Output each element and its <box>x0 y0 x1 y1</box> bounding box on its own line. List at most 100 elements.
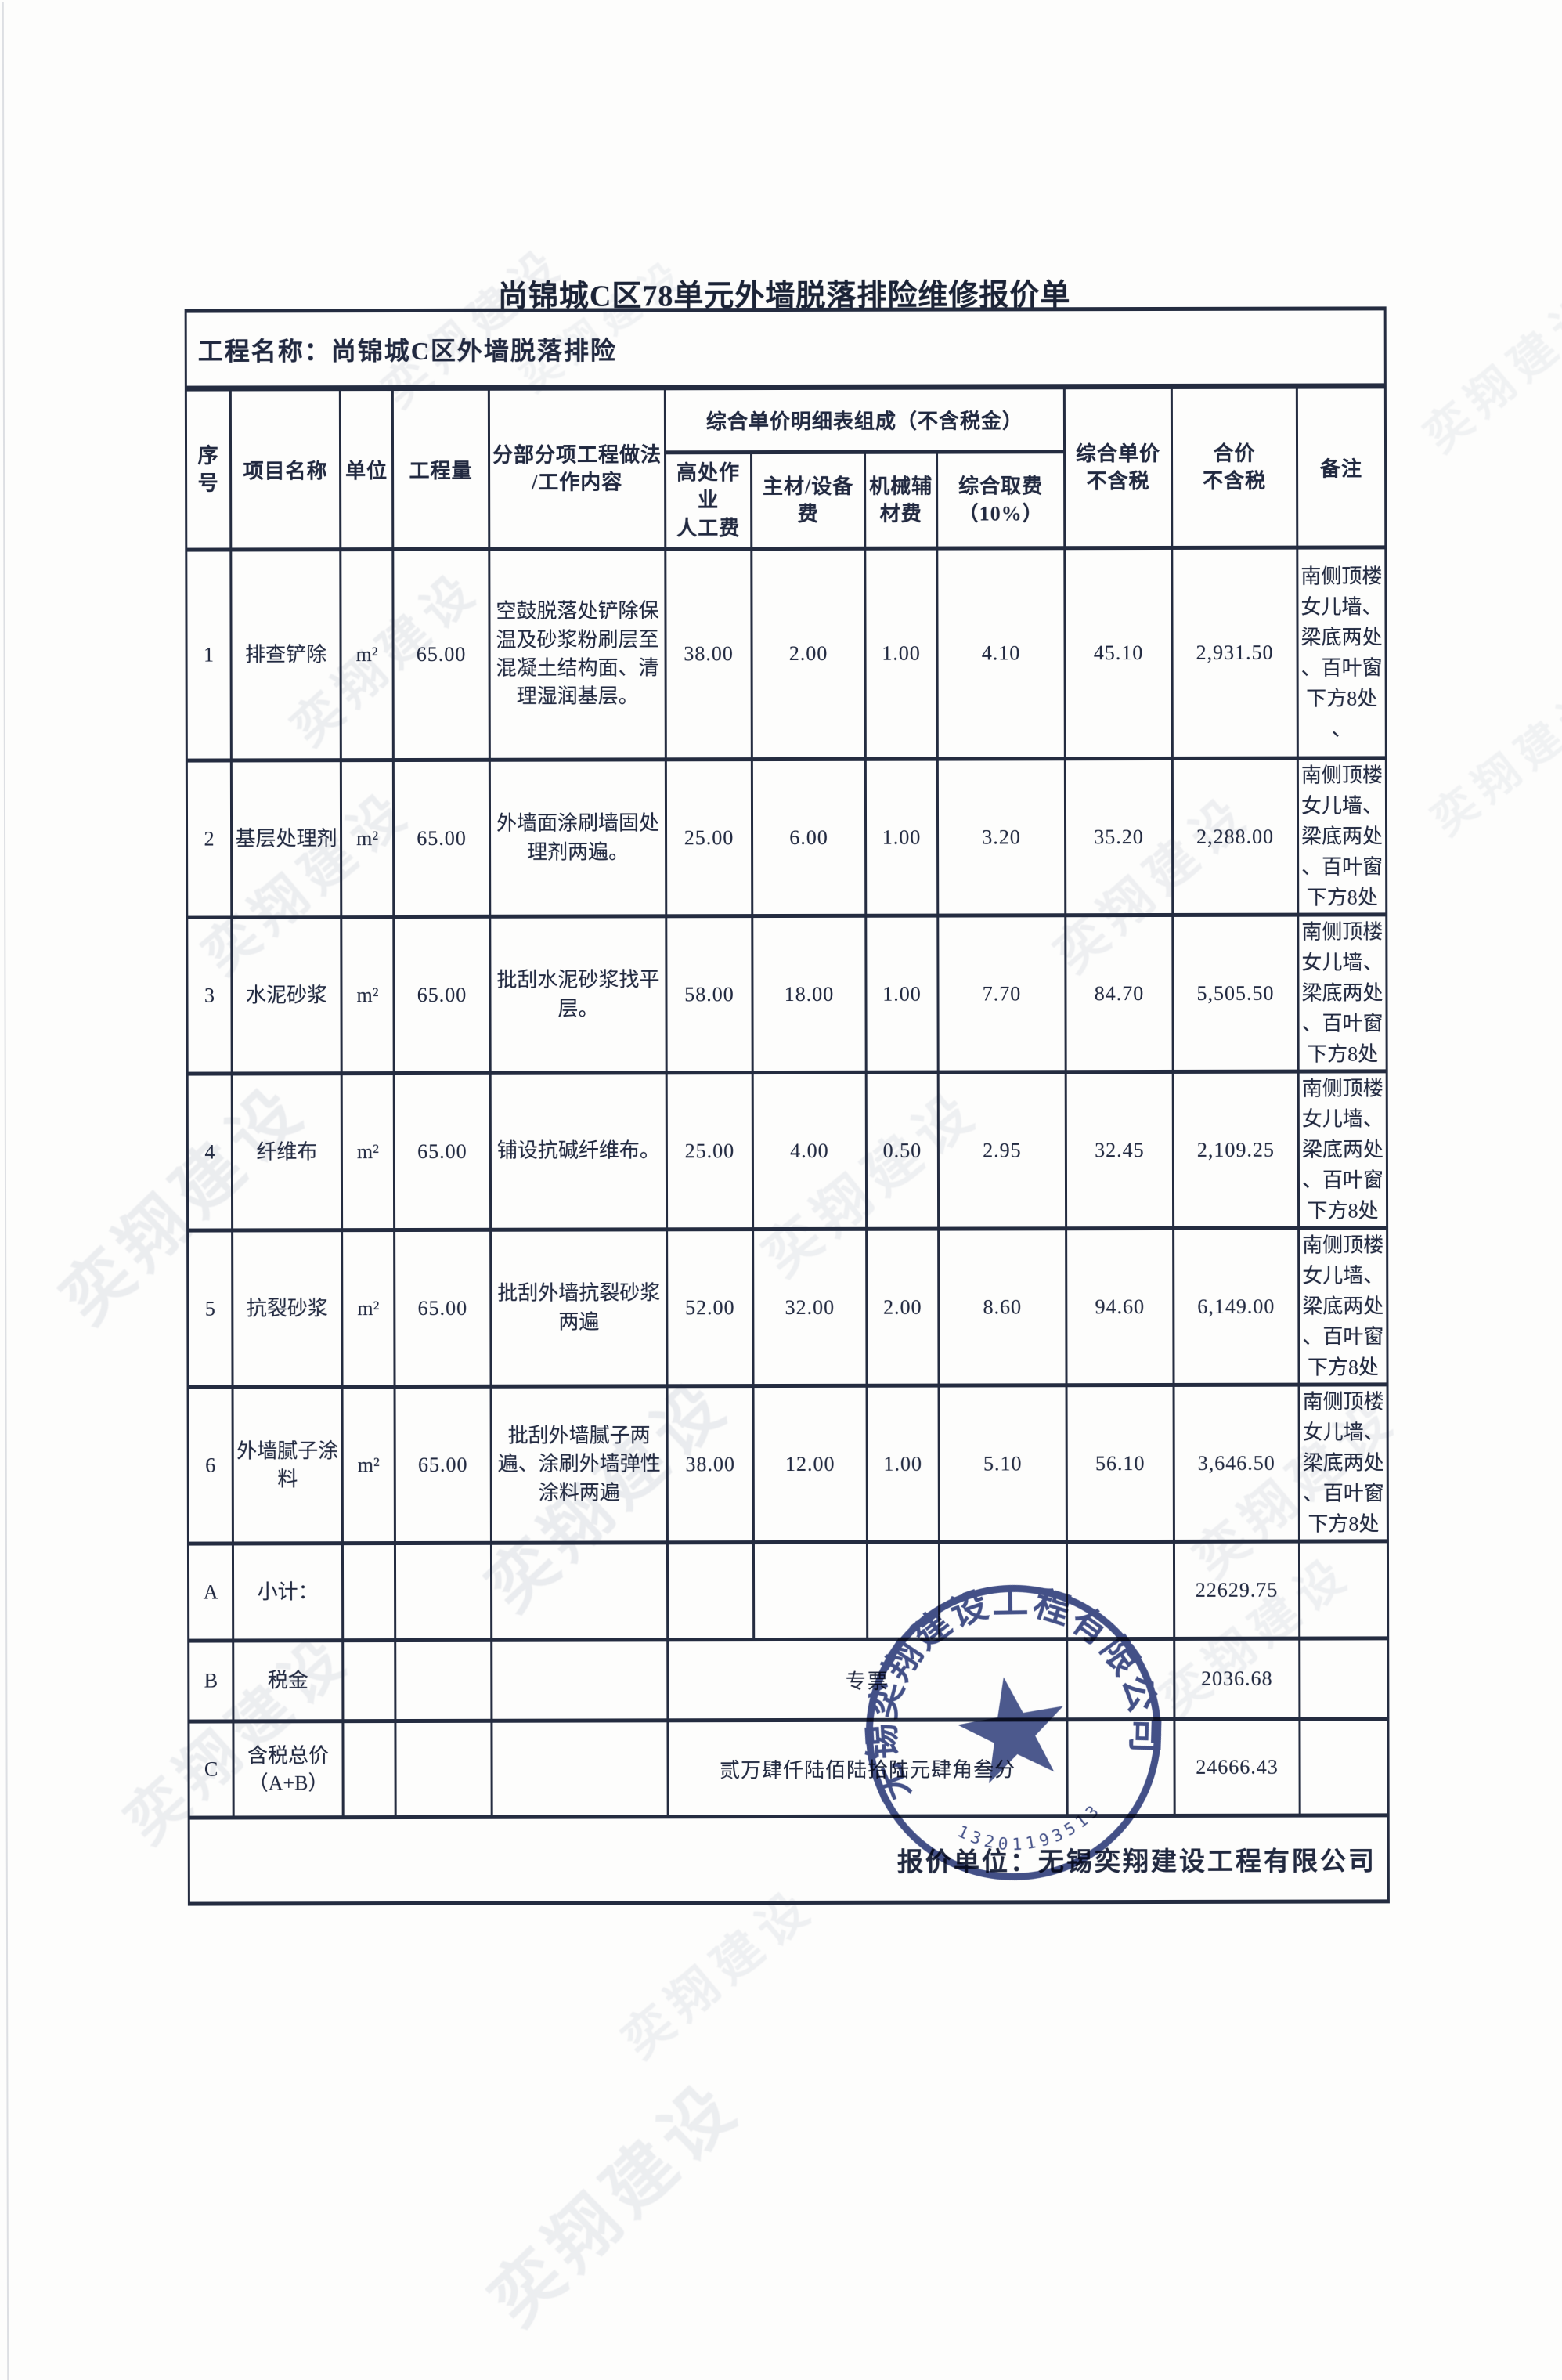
fee-cell: 7.70 <box>937 915 1066 1073</box>
method-cell: 空鼓脱落处铲除保温及砂浆粉刷层至混凝土结构面、清理湿润基层。 <box>489 548 666 760</box>
method-cell: 批刮水泥砂浆找平层。 <box>489 916 667 1074</box>
unit-price-cell: 32.45 <box>1066 1071 1174 1229</box>
labor-cell: 58.00 <box>666 916 753 1073</box>
serial-cell: A <box>188 1543 233 1641</box>
material-cell: 6.00 <box>752 759 866 916</box>
labor-cell: 25.00 <box>666 759 752 916</box>
machine-cell: 1.00 <box>865 759 938 916</box>
table-row: 5 抗裂砂浆 m² 65.00 批刮外墙抗裂砂浆两遍 52.00 32.00 2… <box>187 1227 1388 1388</box>
quote-unit-row: 报价单位：无锡奕翔建设工程有限公司 <box>189 1815 1389 1905</box>
empty-cell <box>1066 1638 1174 1720</box>
quantity-cell: 65.00 <box>394 1230 492 1387</box>
item-cell: 抗裂砂浆 <box>232 1230 343 1387</box>
unit-cell: m² <box>340 549 394 760</box>
empty-cell <box>395 1721 492 1818</box>
table-row: 2 基层处理剂 m² 65.00 外墙面涂刷墙固处理剂两遍。 25.00 6.0… <box>186 757 1387 918</box>
table-row: 4 纤维布 m² 65.00 铺设抗碱纤维布。 25.00 4.00 0.50 … <box>187 1071 1387 1231</box>
machine-cell: 0.50 <box>866 1072 939 1230</box>
remark-cell: 南侧顶楼女儿墙、梁底两处、百叶窗下方8处 <box>1299 1384 1388 1542</box>
header-material: 主材/设备 费 <box>751 452 865 549</box>
serial-cell: 3 <box>186 916 233 1074</box>
total-price-cell: 6,149.00 <box>1173 1228 1300 1385</box>
header-total-price: 合价 不含税 <box>1171 386 1297 548</box>
unit-price-cell: 94.60 <box>1066 1228 1174 1385</box>
quantity-cell: 65.00 <box>394 1073 491 1230</box>
total-price-cell: 5,505.50 <box>1172 915 1299 1072</box>
unit-cell: m² <box>342 1386 395 1544</box>
machine-cell: 1.00 <box>865 916 939 1073</box>
empty-cell <box>1066 1541 1174 1639</box>
header-quantity: 工程量 <box>392 388 489 550</box>
table-header-row: 序 号 项目名称 单位 工程量 分部分项工程做法 /工作内容 综合单价明细表组成… <box>186 385 1386 551</box>
unit-price-cell: 56.10 <box>1066 1385 1174 1542</box>
machine-cell: 1.00 <box>864 548 938 760</box>
empty-cell <box>867 1542 940 1640</box>
item-cell: 纤维布 <box>232 1073 342 1230</box>
empty-cell <box>1299 1540 1388 1639</box>
empty-cell <box>1299 1638 1389 1720</box>
header-unit-price: 综合单价 不含税 <box>1064 386 1172 548</box>
header-machine: 机械辅 材费 <box>864 452 937 549</box>
empty-cell <box>1066 1719 1175 1816</box>
unit-cell: m² <box>341 760 394 917</box>
total-price-cell: 2,109.25 <box>1173 1071 1299 1229</box>
remark-cell: 南侧顶楼女儿墙、梁底两处、百叶窗下方8处 <box>1298 1227 1388 1385</box>
unit-cell: m² <box>341 1230 395 1387</box>
table-row: 1 排查铲除 m² 65.00 空鼓脱落处铲除保温及砂浆粉刷层至混凝土结构面、清… <box>186 547 1387 761</box>
machine-cell: 1.00 <box>867 1385 940 1543</box>
grand-total-amount: 24666.43 <box>1174 1719 1300 1816</box>
table-row: 3 水泥砂浆 m² 65.00 批刮水泥砂浆找平层。 58.00 18.00 1… <box>186 914 1387 1074</box>
grand-total-in-words: 贰万肆仟陆佰陆拾陆元肆角叁分 <box>667 1719 1068 1817</box>
grand-total-label: 含税总价 （A+B） <box>233 1721 344 1818</box>
fee-cell: 4.10 <box>936 547 1066 760</box>
fee-cell: 5.10 <box>939 1385 1067 1543</box>
machine-cell: 2.00 <box>866 1229 940 1386</box>
unit-price-cell: 35.20 <box>1065 758 1173 916</box>
method-cell: 铺设抗碱纤维布。 <box>490 1072 667 1230</box>
labor-cell: 25.00 <box>666 1072 753 1230</box>
labor-cell: 38.00 <box>667 1385 754 1543</box>
empty-cell <box>491 1542 668 1641</box>
material-cell: 18.00 <box>752 916 867 1073</box>
remark-cell: 南侧顶楼女儿墙、梁底两处、百叶窗下方8处 <box>1297 914 1387 1072</box>
fee-cell: 3.20 <box>937 758 1066 916</box>
watermark-text: 奕翔建设 <box>1415 281 1562 462</box>
quantity-cell: 65.00 <box>393 916 491 1074</box>
tax-invoice-type: 专票 <box>667 1638 1067 1721</box>
labor-cell: 52.00 <box>666 1229 754 1386</box>
tax-row: B 税金 专票 2036.68 <box>188 1638 1389 1722</box>
material-cell: 32.00 <box>752 1229 868 1386</box>
serial-cell: 2 <box>186 760 232 918</box>
quote-unit: 报价单位：无锡奕翔建设工程有限公司 <box>189 1815 1389 1905</box>
grand-total-row: C 含税总价 （A+B） 贰万肆仟陆佰陆拾陆元肆角叁分 24666.43 <box>188 1718 1389 1818</box>
empty-cell <box>395 1640 492 1721</box>
unit-price-cell: 45.10 <box>1064 547 1173 759</box>
quantity-cell: 65.00 <box>393 760 490 917</box>
material-cell: 4.00 <box>752 1072 867 1230</box>
material-cell: 2.00 <box>751 548 866 760</box>
project-name-row: 工程名称：尚锦城C区外墙脱落排险 <box>186 308 1386 389</box>
header-item: 项目名称 <box>230 388 341 550</box>
header-remark: 备注 <box>1297 385 1386 548</box>
remark-cell: 南侧顶楼女儿墙、梁底两处、百叶窗下方8处、 <box>1297 547 1387 759</box>
method-cell: 批刮外墙抗裂砂浆两遍 <box>490 1229 668 1387</box>
header-serial: 序 号 <box>186 388 231 551</box>
header-composite-group: 综合单价明细表组成（不含税金） <box>665 386 1065 453</box>
serial-cell: 1 <box>186 549 232 761</box>
material-cell: 12.00 <box>753 1385 868 1543</box>
serial-cell: B <box>188 1640 233 1722</box>
subtotal-label: 小计： <box>233 1543 343 1641</box>
method-cell: 批刮外墙腻子两遍、涂刷外墙弹性涂料两遍 <box>491 1385 668 1544</box>
scan-edge-line <box>2 2 9 2380</box>
quantity-cell: 65.00 <box>392 549 490 760</box>
empty-cell <box>491 1639 668 1721</box>
fee-cell: 8.60 <box>938 1228 1067 1386</box>
header-labor: 高处作业 人工费 <box>665 452 752 549</box>
unit-price-cell: 84.70 <box>1065 915 1174 1072</box>
serial-cell: C <box>188 1721 234 1818</box>
item-cell: 水泥砂浆 <box>231 916 342 1074</box>
header-fee: 综合取费 （10%） <box>936 451 1065 549</box>
empty-cell <box>939 1541 1067 1640</box>
table-row: 6 外墙腻子涂料 m² 65.00 批刮外墙腻子两遍、涂刷外墙弹性涂料两遍 38… <box>188 1384 1388 1544</box>
